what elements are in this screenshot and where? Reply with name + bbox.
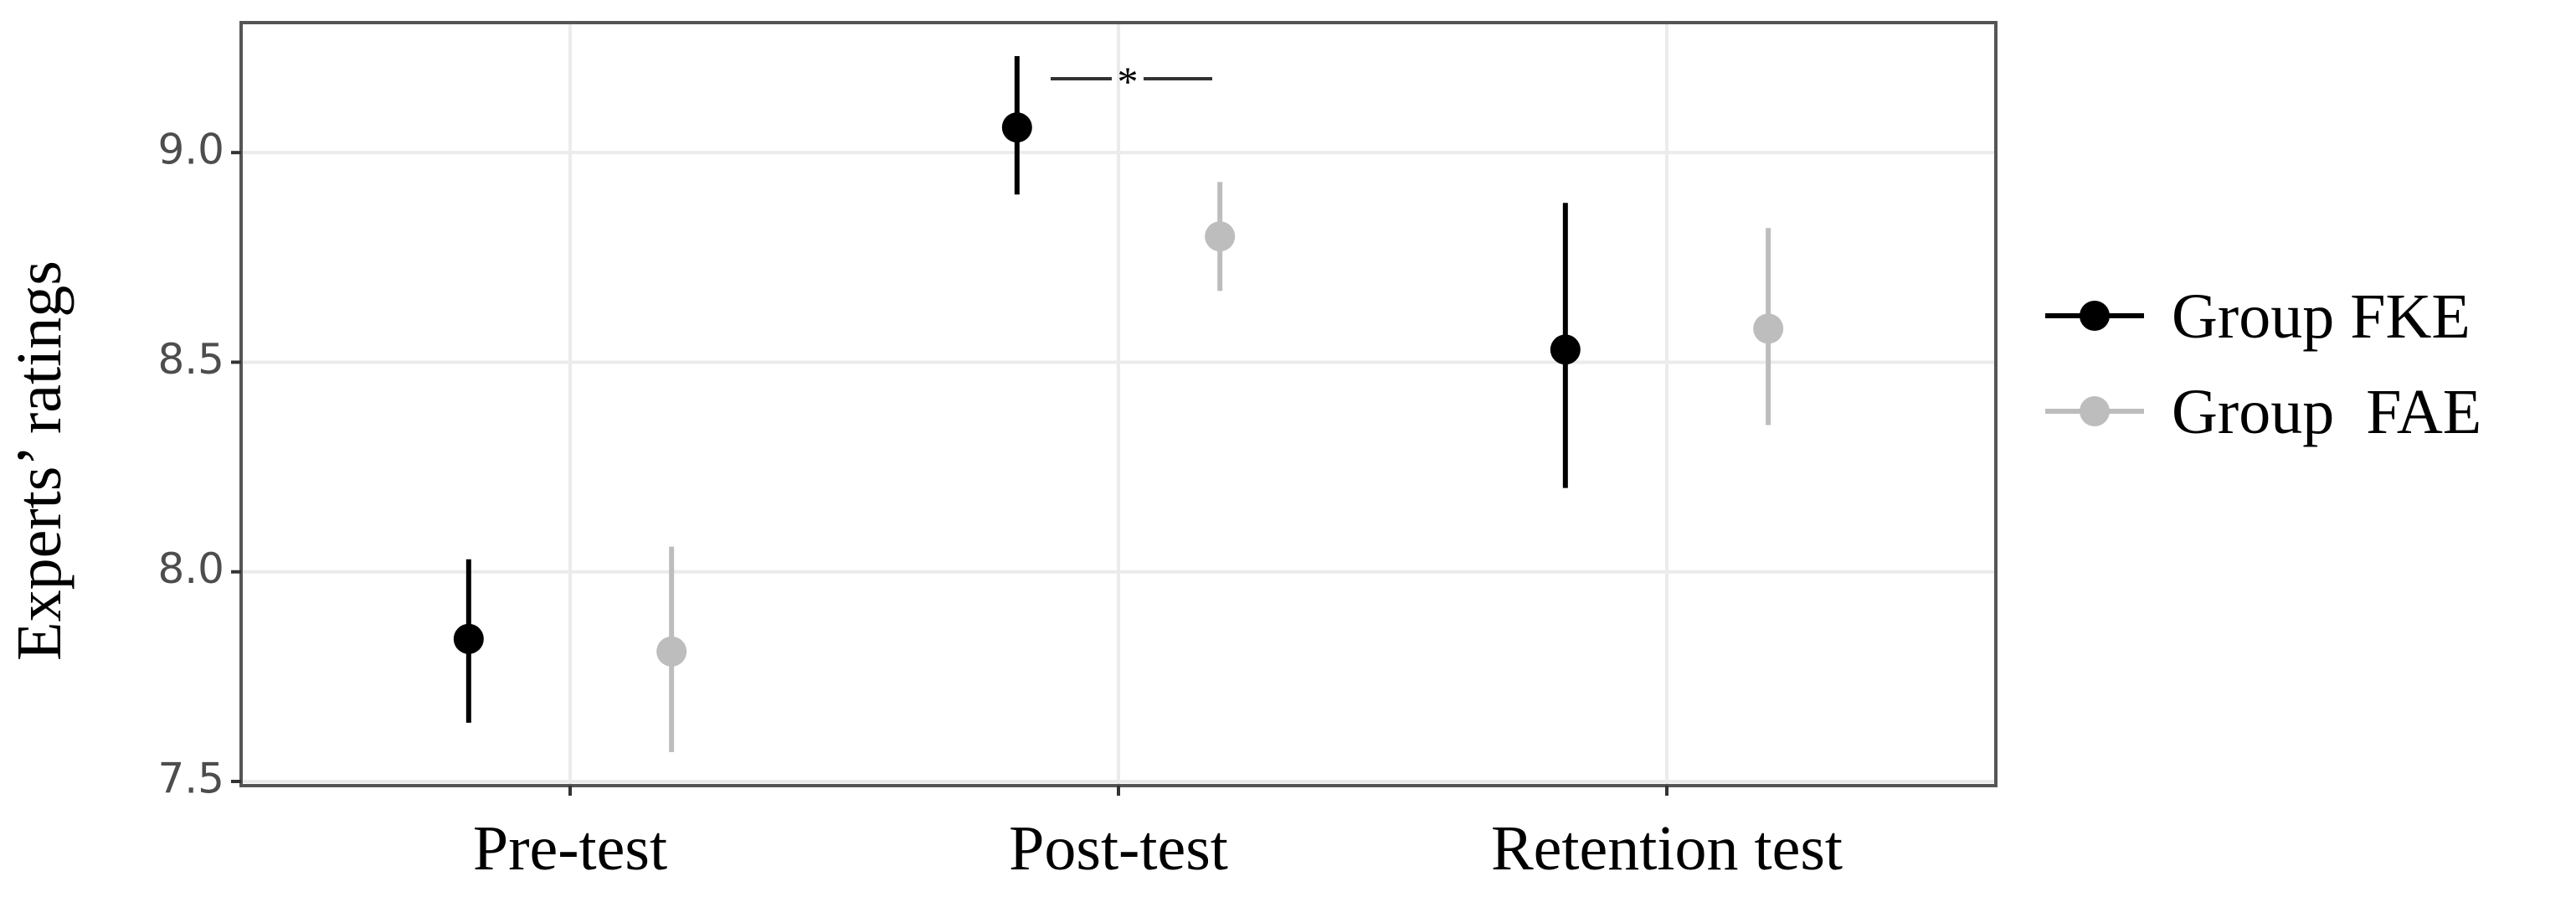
point bbox=[1001, 112, 1032, 143]
point bbox=[1550, 334, 1581, 365]
point bbox=[656, 636, 687, 667]
legend-point bbox=[2080, 396, 2110, 426]
legend-point bbox=[2080, 301, 2110, 331]
y-tick-label: 8.0 bbox=[157, 544, 224, 593]
legend-label: Group FAE bbox=[2172, 377, 2481, 447]
y-axis-title: Experts’ ratings bbox=[4, 260, 75, 661]
x-tick-label: Pre-test bbox=[473, 813, 667, 884]
point bbox=[1205, 221, 1236, 252]
point bbox=[453, 623, 484, 654]
y-tick-label: 7.5 bbox=[157, 754, 224, 802]
point bbox=[1753, 313, 1784, 344]
significance: * bbox=[1051, 58, 1212, 105]
annotation: * bbox=[1118, 58, 1139, 105]
x-tick-label: Post-test bbox=[1009, 813, 1228, 884]
grid bbox=[241, 23, 1996, 786]
marks bbox=[453, 56, 1784, 752]
y-tick-label: 8.5 bbox=[157, 335, 224, 384]
x-tick-label: Retention test bbox=[1491, 813, 1843, 884]
legend-label: Group FKE bbox=[2172, 281, 2471, 352]
y-tick-label: 9.0 bbox=[157, 126, 224, 174]
